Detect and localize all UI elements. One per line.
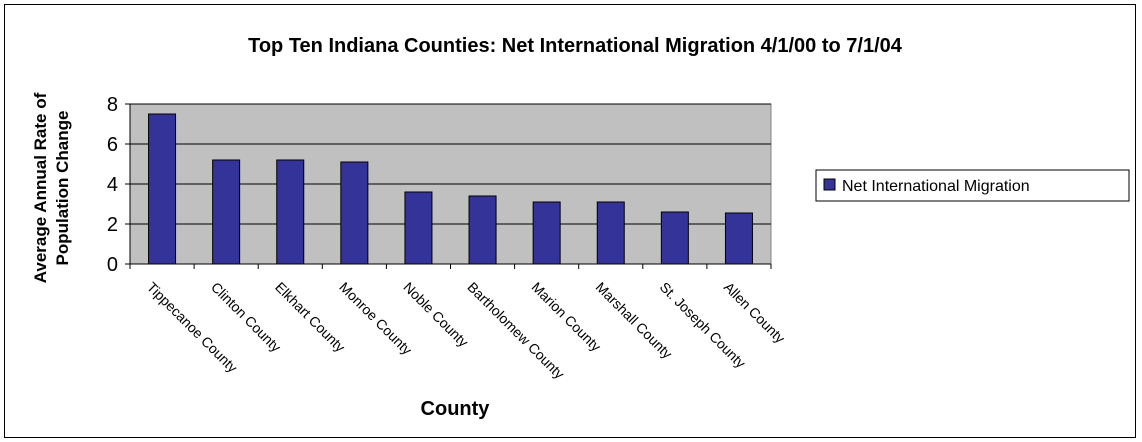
x-tick-label-9: Allen County	[721, 279, 788, 346]
y-axis-title-line-1: Average Annual Rate of	[31, 92, 50, 283]
legend-swatch	[823, 178, 836, 191]
y-tick-label-4: 8	[107, 94, 118, 116]
bar-0	[148, 113, 177, 265]
x-axis-title: County	[421, 398, 491, 420]
bar-3	[340, 161, 369, 265]
bar-8	[660, 211, 689, 265]
legend-label: Net International Migration	[842, 178, 1030, 195]
chart-title: Top Ten Indiana Counties: Net Internatio…	[248, 35, 903, 57]
bar-7	[596, 201, 625, 265]
y-axis-title-line-2: Population Change	[53, 111, 72, 266]
y-tick-labels: 0 2 4 6 8	[107, 94, 118, 276]
x-tick-label-4: Noble County	[400, 279, 471, 350]
bar-6	[532, 201, 561, 265]
bar-9	[724, 212, 753, 265]
axes	[125, 103, 772, 269]
y-axis-title: Average Annual Rate of Population Change	[31, 92, 72, 283]
chart-frame: Top Ten Indiana Counties: Net Internatio…	[4, 4, 1136, 438]
bar-5	[468, 195, 497, 265]
y-tick-label-3: 6	[107, 134, 118, 156]
bar-4	[404, 191, 433, 265]
y-tick-label-0: 0	[107, 254, 118, 276]
chart-canvas: Top Ten Indiana Counties: Net Internatio…	[31, 35, 1130, 420]
y-tick-label-2: 4	[107, 174, 118, 196]
bar-1	[212, 159, 241, 265]
y-tick-label-1: 2	[107, 214, 118, 236]
bar-2	[276, 159, 305, 265]
legend-box	[815, 169, 1130, 202]
legend: Net International Migration	[815, 169, 1130, 202]
